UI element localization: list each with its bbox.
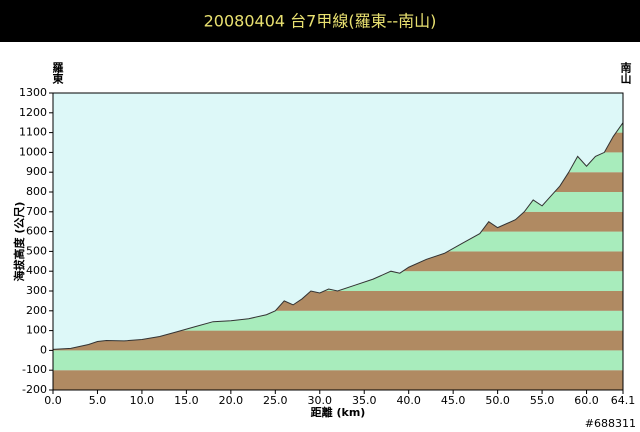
x-tick-label: 40.0 <box>396 394 421 407</box>
y-tick-label: 500 <box>26 244 47 257</box>
x-tick-label: 0.0 <box>44 394 62 407</box>
x-tick-label: 20.0 <box>219 394 244 407</box>
y-tick-label: 1000 <box>19 145 47 158</box>
y-tick-label: 900 <box>26 165 47 178</box>
y-axis-label: 海拔高度 (公尺) <box>12 202 26 282</box>
x-tick-label: 35.0 <box>352 394 377 407</box>
watermark: #688311 <box>585 417 636 430</box>
plot-frame <box>52 92 624 391</box>
x-tick-label: 64.1 <box>611 394 636 407</box>
x-tick-label: 45.0 <box>441 394 466 407</box>
y-tick-label: 200 <box>26 304 47 317</box>
y-tick-label: 100 <box>26 324 47 337</box>
x-axis-label: 距離 (km) <box>311 405 366 419</box>
y-tick-label: 600 <box>26 225 47 238</box>
band <box>53 370 623 390</box>
profile-line <box>52 122 624 350</box>
y-tick-label: 400 <box>26 264 47 277</box>
x-tick-label: 30.0 <box>308 394 333 407</box>
x-tick-label: 55.0 <box>530 394 555 407</box>
x-tick-label: 15.0 <box>174 394 199 407</box>
y-tick-label: -200 <box>22 383 47 396</box>
y-tick-label: 700 <box>26 205 47 218</box>
chart-title: 20080404 台7甲線(羅東--南山) <box>204 12 437 31</box>
x-tick-label: 10.0 <box>130 394 155 407</box>
end-label: 南山 <box>619 61 632 85</box>
y-tick-label: 1200 <box>19 106 47 119</box>
y-tick-label: -100 <box>22 363 47 376</box>
start-label: 羅東 <box>51 62 64 85</box>
y-tick-label: 0 <box>40 343 47 356</box>
y-tick-label: 800 <box>26 185 47 198</box>
band <box>53 330 623 351</box>
header-bar <box>0 0 640 42</box>
y-tick-label: 1300 <box>19 86 47 99</box>
x-tick-label: 25.0 <box>263 394 288 407</box>
y-tick-label: 300 <box>26 284 47 297</box>
x-tick-label: 5.0 <box>89 394 107 407</box>
x-tick-label: 50.0 <box>485 394 510 407</box>
x-tick-label: 60.0 <box>574 394 599 407</box>
y-tick-label: 1100 <box>19 126 47 139</box>
band <box>53 350 623 371</box>
